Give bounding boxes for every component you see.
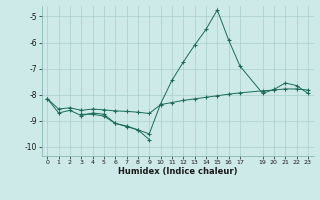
X-axis label: Humidex (Indice chaleur): Humidex (Indice chaleur) [118, 167, 237, 176]
